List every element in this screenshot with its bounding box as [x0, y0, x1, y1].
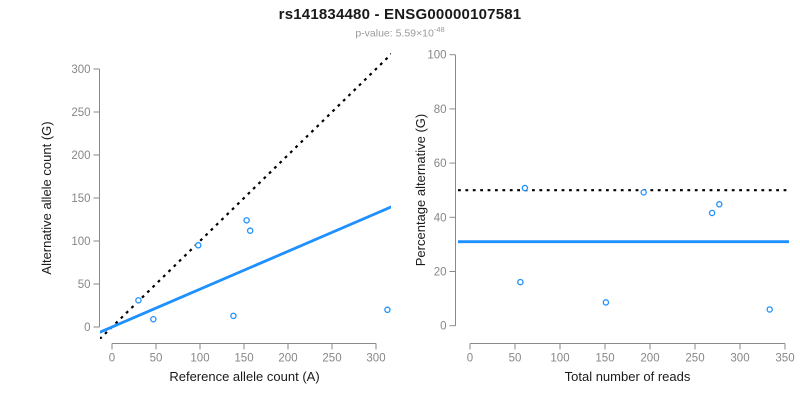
x-tick-label: 50 — [150, 353, 163, 365]
y-tick-label: 100 — [71, 236, 90, 248]
y-tick-label: 200 — [71, 150, 90, 162]
x-tick-label: 350 — [775, 353, 794, 365]
x-tick-label: 300 — [366, 353, 385, 365]
y-tick-label: 300 — [71, 64, 90, 76]
y-tick-label: 60 — [434, 158, 447, 170]
data-point — [640, 189, 647, 196]
data-point — [384, 306, 391, 314]
pvalue-text: p-value: 5.59×10 — [355, 27, 434, 40]
x-tick-label: 250 — [322, 353, 341, 365]
data-point — [150, 316, 157, 323]
y-tick-label: 150 — [71, 193, 90, 205]
data-point — [135, 297, 142, 304]
data-point — [517, 278, 524, 286]
x-tick-label: 100 — [550, 353, 569, 365]
data-point — [246, 227, 254, 234]
data-point — [716, 201, 723, 208]
y-tick-label: 80 — [434, 104, 447, 116]
data-point — [602, 299, 610, 306]
data-point — [230, 312, 237, 320]
right-y-axis-title: Percentage alternative (G) — [413, 113, 428, 267]
data-point — [194, 242, 202, 249]
y-tick-label: 0 — [84, 322, 90, 334]
x-tick-label: 250 — [685, 353, 704, 365]
data-point — [521, 184, 529, 192]
data-point — [243, 217, 250, 224]
pvalue-exponent: -48 — [433, 25, 445, 34]
x-tick-label: 150 — [234, 353, 253, 365]
fit-line — [100, 205, 391, 334]
x-tick-label: 150 — [595, 353, 614, 365]
left-x-axis-title: Reference allele count (A) — [169, 369, 320, 384]
y-tick-label: 100 — [427, 50, 446, 62]
left-y-axis-title: Alternative allele count (G) — [39, 121, 54, 275]
x-tick-label: 300 — [730, 353, 749, 365]
y-tick-label: 50 — [78, 279, 91, 291]
y-tick-label: 0 — [440, 321, 446, 333]
chart-title: rs141834480 - ENSG00000107581 — [278, 6, 522, 23]
x-tick-label: 0 — [109, 353, 115, 365]
x-tick-label: 200 — [640, 353, 659, 365]
right-x-axis-title: Total number of reads — [564, 369, 691, 384]
data-point — [708, 209, 716, 217]
x-tick-label: 50 — [509, 353, 522, 365]
identity-line — [100, 52, 391, 339]
x-tick-label: 200 — [278, 353, 297, 365]
y-tick-label: 20 — [434, 267, 447, 279]
chart-subtitle: p-value: 5.59×10-48 — [0, 25, 800, 40]
x-tick-label: 100 — [190, 353, 209, 365]
y-tick-label: 250 — [71, 107, 90, 119]
y-tick-label: 40 — [434, 212, 447, 224]
x-tick-label: 0 — [467, 353, 473, 365]
data-point — [766, 306, 773, 313]
